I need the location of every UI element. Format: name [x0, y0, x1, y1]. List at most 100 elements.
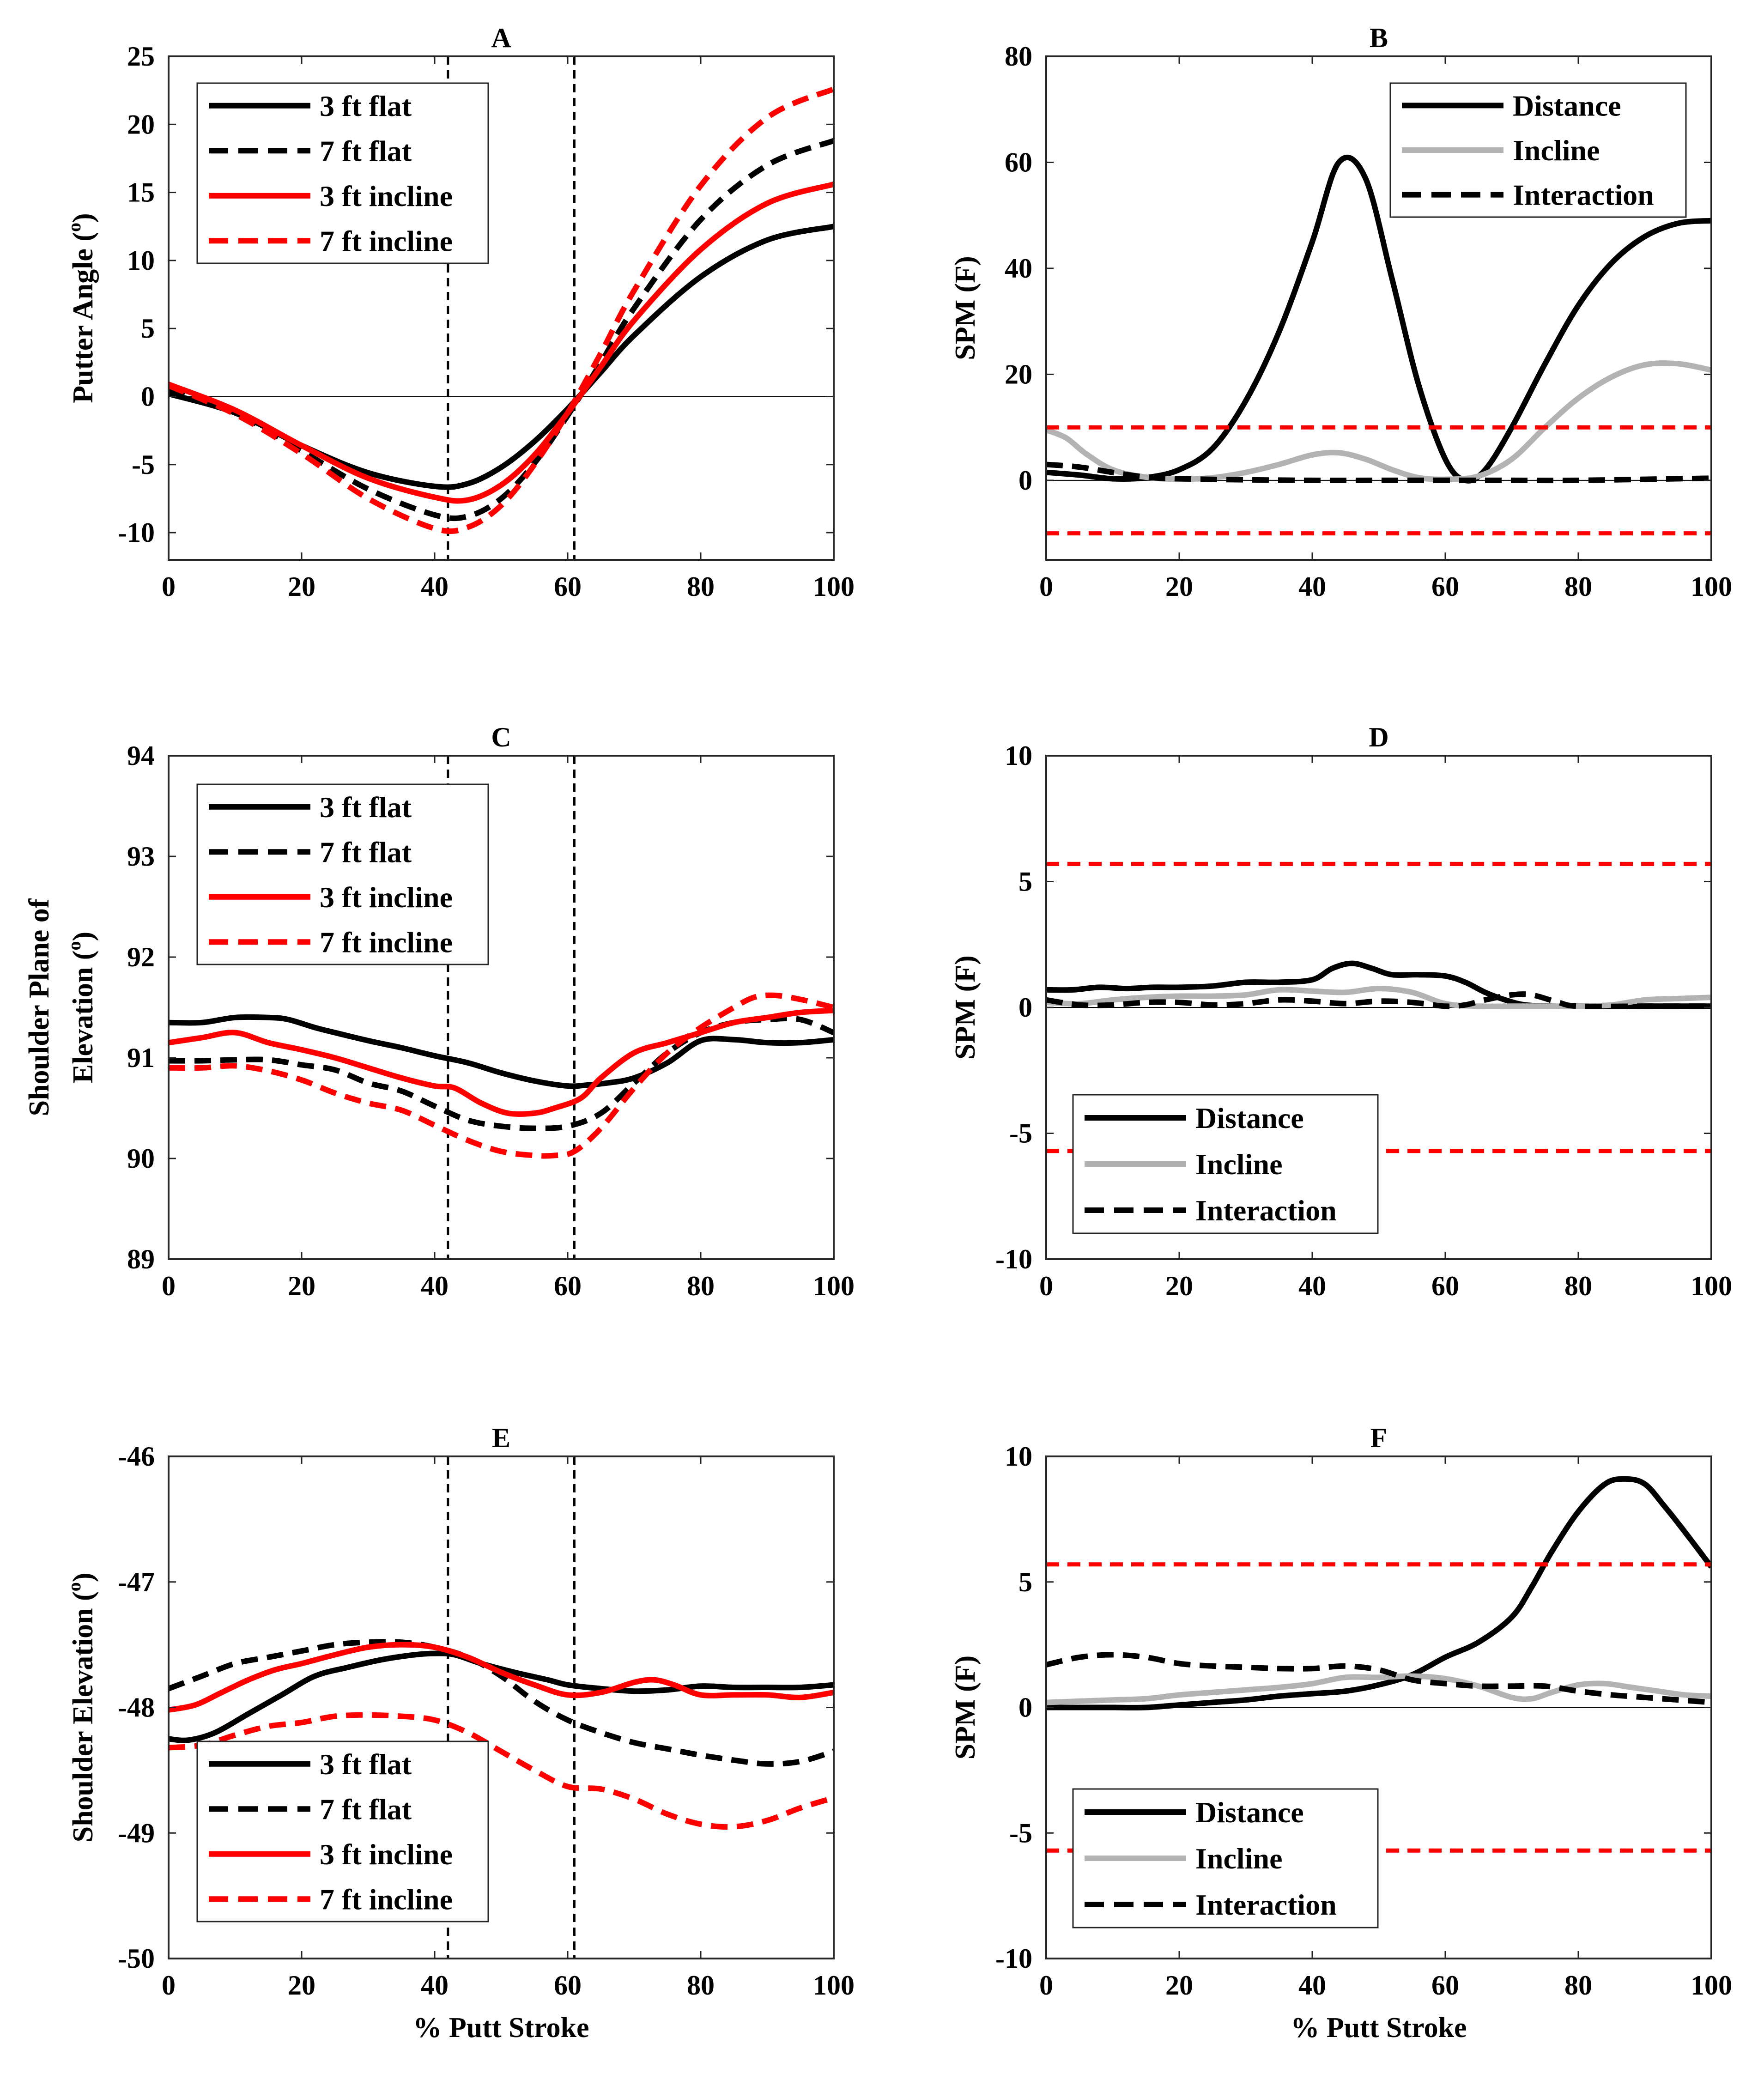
axes-frame-a: [168, 55, 835, 561]
x-tick-label-b-2: 40: [1298, 571, 1326, 602]
y-tick-label-e-1: -49: [118, 1818, 155, 1848]
legend-label-e-0: 3 ft flat: [320, 1748, 412, 1781]
axes-frame-b: [1045, 55, 1712, 561]
panel-title-c: C: [491, 722, 511, 752]
axes-frame-c: [168, 755, 835, 1260]
y-tick-label-d-4: 10: [1005, 740, 1032, 771]
x-tick-label-e-3: 60: [554, 1970, 582, 2001]
y-tick-label-b-1: 20: [1005, 359, 1032, 389]
y-tick-label-b-3: 60: [1005, 147, 1032, 177]
x-tick-label-f-0: 0: [1039, 1970, 1053, 2001]
x-tick-label-f-4: 80: [1564, 1970, 1592, 2001]
series-line-b-incline: [1046, 360, 1711, 482]
y-axis-label-a-0: Putter Angle (o): [64, 213, 99, 403]
y-axis-label-text-e-0: Shoulder Elevation (: [67, 1591, 99, 1842]
y-axis-label-text-a-0: Putter Angle (: [67, 232, 99, 403]
panel-B: 0 20 40 60 80 100 0 20 40 60 80 B SPM (F) Distance Inc…: [950, 23, 1732, 602]
series-line-c-3-ft-incline: [169, 1007, 834, 1117]
y-tick-label-f-4: 10: [1005, 1441, 1032, 1472]
y-tick-label-e-4: -46: [118, 1441, 155, 1472]
y-axis-label-close-a: ): [67, 213, 99, 223]
legend-label-a-0: 3 ft flat: [320, 90, 412, 122]
panel-E: 0 20 40 60 80 100 -50 -49 -48 -47 -46 E Shoulder Ele…: [64, 1423, 855, 2044]
legend-label-b-0: Distance: [1513, 89, 1621, 122]
x-tick-label-a-5: 100: [813, 571, 855, 602]
legend-a: 3 ft flat 7 ft flat 3 ft incline 7 ft incli…: [196, 82, 489, 264]
y-tick-label-c-1: 90: [127, 1143, 155, 1174]
y-tick-label-a-1: -5: [132, 449, 155, 480]
y-axis-unit-c: o: [64, 941, 85, 951]
x-tick-label-d-3: 60: [1431, 1271, 1459, 1301]
x-tick-label-b-0: 0: [1039, 571, 1053, 602]
series-line-f-incline: [1046, 1673, 1711, 1705]
y-axis-label-c-1: Elevation (o): [64, 932, 99, 1083]
y-tick-label-f-2: 0: [1018, 1692, 1032, 1723]
y-axis-label-c-0: Shoulder Plane of: [24, 898, 55, 1116]
series-group-c: [169, 992, 834, 1159]
legend-label-d-0: Distance: [1195, 1102, 1304, 1134]
x-tick-label-e-0: 0: [162, 1970, 176, 2001]
x-tick-label-e-2: 40: [421, 1970, 449, 2001]
y-axis-label-close-c: ): [67, 932, 99, 941]
legend-box-a: [196, 82, 489, 264]
panel-title-d: D: [1369, 722, 1388, 752]
y-tick-label-b-2: 40: [1005, 253, 1032, 284]
y-tick-label-f-3: 5: [1018, 1567, 1032, 1597]
y-tick-label-a-3: 5: [141, 313, 155, 344]
panel-title-f: F: [1370, 1423, 1388, 1453]
legend-label-c-0: 3 ft flat: [320, 791, 412, 824]
x-tick-label-d-4: 80: [1564, 1271, 1592, 1301]
x-tick-label-e-1: 20: [288, 1970, 315, 2001]
legend-label-c-3: 7 ft incline: [320, 926, 453, 958]
series-line-a-7-ft-flat: [169, 138, 834, 522]
x-tick-label-f-3: 60: [1431, 1970, 1459, 2001]
y-tick-label-a-0: -10: [118, 517, 155, 548]
series-line-a-3-ft-incline: [169, 182, 834, 504]
series-line-b-interaction: [1046, 461, 1711, 484]
legend-label-a-2: 3 ft incline: [320, 180, 453, 212]
x-tick-label-b-4: 80: [1564, 571, 1592, 602]
y-tick-label-a-7: 25: [127, 41, 155, 72]
series-line-c-3-ft-flat: [169, 1014, 834, 1089]
series-group-b: [1046, 154, 1711, 536]
x-tick-label-a-4: 80: [687, 571, 715, 602]
y-tick-label-d-2: 0: [1018, 992, 1032, 1023]
y-tick-label-c-2: 91: [127, 1043, 155, 1073]
x-tick-label-a-2: 40: [421, 571, 449, 602]
x-tick-label-a-1: 20: [288, 571, 315, 602]
legend-label-e-1: 7 ft flat: [320, 1793, 412, 1825]
y-tick-label-c-4: 93: [127, 841, 155, 872]
x-tick-label-a-0: 0: [162, 571, 176, 602]
legend-label-d-2: Interaction: [1195, 1194, 1337, 1227]
x-tick-label-f-5: 100: [1691, 1970, 1732, 2001]
legend-b: Distance Incline Interaction: [1389, 82, 1687, 218]
y-tick-label-d-0: -10: [995, 1244, 1032, 1274]
y-tick-label-c-5: 94: [127, 740, 155, 771]
panel-A: 0 20 40 60 80 100 -10 -5 0 5 10 15 20 25 A Putter Angle…: [64, 23, 855, 602]
panel-title-e: E: [492, 1423, 510, 1453]
legend-label-d-1: Incline: [1195, 1148, 1282, 1181]
x-tick-label-c-2: 40: [421, 1271, 449, 1301]
x-tick-label-b-5: 100: [1691, 571, 1732, 602]
x-tick-label-c-5: 100: [813, 1271, 855, 1301]
x-tick-label-c-4: 80: [687, 1271, 715, 1301]
y-tick-label-b-4: 80: [1005, 41, 1032, 72]
y-tick-label-d-3: 5: [1018, 867, 1032, 897]
y-axis-label-e-0: Shoulder Elevation (o): [64, 1573, 99, 1843]
y-axis-label-b: SPM (F): [950, 256, 981, 360]
legend-label-c-2: 3 ft incline: [320, 881, 453, 914]
y-axis-label-d: SPM (F): [950, 955, 981, 1060]
legend-label-c-1: 7 ft flat: [320, 836, 412, 868]
y-tick-label-e-0: -50: [118, 1943, 155, 1974]
y-tick-label-a-6: 20: [127, 109, 155, 139]
y-axis-unit-e: o: [64, 1582, 85, 1591]
panel-title-a: A: [491, 23, 511, 53]
panel-title-b: B: [1370, 23, 1388, 53]
series-line-a-7-ft-incline: [169, 86, 834, 534]
panel-C: 0 20 40 60 80 100 89 90 91 92 93 94 C Shoulder Plane …: [24, 722, 855, 1301]
legend-label-a-1: 7 ft flat: [320, 134, 412, 167]
y-tick-label-e-2: -48: [118, 1692, 155, 1723]
y-tick-label-b-0: 0: [1018, 465, 1032, 496]
y-axis-label-f: SPM (F): [950, 1656, 981, 1760]
